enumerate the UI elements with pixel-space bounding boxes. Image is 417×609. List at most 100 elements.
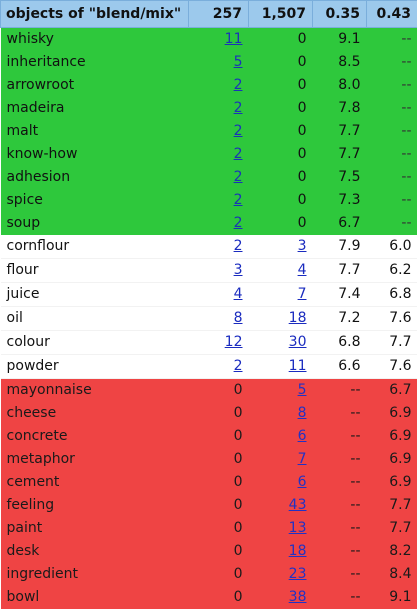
row-count-1-link[interactable]: 8 (234, 310, 243, 326)
row-count-2-value: 0 (298, 100, 307, 116)
row-count-1-link[interactable]: 2 (234, 358, 243, 374)
row-score-1: 6.8 (313, 331, 367, 355)
row-count-2-cell: 18 (249, 307, 313, 331)
row-count-2-link[interactable]: 43 (289, 497, 307, 513)
row-count-1-link[interactable]: 5 (234, 54, 243, 70)
row-score-1: -- (313, 540, 367, 563)
row-word: mayonnaise (1, 379, 189, 403)
row-score-2: 6.9 (367, 425, 417, 448)
row-count-2-link[interactable]: 8 (298, 405, 307, 421)
row-score-1: 8.5 (313, 51, 367, 74)
row-score-1: 7.7 (313, 143, 367, 166)
row-word: paint (1, 517, 189, 540)
row-word: know-how (1, 143, 189, 166)
row-count-1-link[interactable]: 2 (234, 146, 243, 162)
row-count-2-cell: 0 (249, 166, 313, 189)
row-count-1-cell: 0 (189, 448, 249, 471)
row-count-1-cell: 8 (189, 307, 249, 331)
row-score-2: 7.7 (367, 517, 417, 540)
row-score-2: -- (367, 166, 417, 189)
row-word: whisky (1, 28, 189, 52)
row-count-2-link[interactable]: 5 (298, 382, 307, 398)
row-count-2-cell: 18 (249, 540, 313, 563)
row-count-2-cell: 0 (249, 189, 313, 212)
row-count-2-cell: 6 (249, 471, 313, 494)
row-count-1-link[interactable]: 2 (234, 215, 243, 231)
row-word: bowl (1, 586, 189, 609)
row-count-1-link[interactable]: 4 (234, 286, 243, 302)
row-count-2-link[interactable]: 6 (298, 428, 307, 444)
row-count-2-cell: 43 (249, 494, 313, 517)
row-word: cement (1, 471, 189, 494)
row-score-1: -- (313, 471, 367, 494)
row-count-1-link[interactable]: 11 (225, 31, 243, 47)
row-score-2: -- (367, 143, 417, 166)
row-count-1-link[interactable]: 3 (234, 262, 243, 278)
row-score-2: 6.2 (367, 259, 417, 283)
row-score-2: 9.1 (367, 586, 417, 609)
row-count-2-link[interactable]: 18 (289, 310, 307, 326)
row-count-1-cell: 2 (189, 212, 249, 235)
row-score-2: 6.8 (367, 283, 417, 307)
row-count-2-value: 0 (298, 31, 307, 47)
row-count-2-link[interactable]: 38 (289, 589, 307, 605)
row-count-1-cell: 2 (189, 189, 249, 212)
row-count-1-cell: 4 (189, 283, 249, 307)
row-score-1: 8.0 (313, 74, 367, 97)
row-count-2-link[interactable]: 4 (298, 262, 307, 278)
row-score-1: 7.5 (313, 166, 367, 189)
row-count-1-link[interactable]: 2 (234, 169, 243, 185)
row-word: metaphor (1, 448, 189, 471)
row-word: cheese (1, 402, 189, 425)
header-count-1: 257 (189, 1, 249, 28)
row-count-2-link[interactable]: 18 (289, 543, 307, 559)
row-score-2: 7.6 (367, 355, 417, 379)
row-count-1-value: 0 (234, 474, 243, 490)
row-count-2-cell: 8 (249, 402, 313, 425)
row-score-2: 6.9 (367, 448, 417, 471)
row-score-1: -- (313, 448, 367, 471)
row-score-1: -- (313, 379, 367, 403)
row-count-2-link[interactable]: 3 (298, 238, 307, 254)
row-count-2-link[interactable]: 30 (289, 334, 307, 350)
row-count-1-cell: 0 (189, 379, 249, 403)
row-count-2-cell: 38 (249, 586, 313, 609)
row-count-2-link[interactable]: 7 (298, 286, 307, 302)
row-word: arrowroot (1, 74, 189, 97)
row-word: juice (1, 283, 189, 307)
row-count-1-cell: 0 (189, 402, 249, 425)
row-score-2: -- (367, 28, 417, 52)
row-score-2: 7.6 (367, 307, 417, 331)
row-count-1-link[interactable]: 12 (225, 334, 243, 350)
row-count-2-link[interactable]: 11 (289, 358, 307, 374)
row-count-2-link[interactable]: 6 (298, 474, 307, 490)
row-count-1-link[interactable]: 2 (234, 238, 243, 254)
row-score-1: -- (313, 494, 367, 517)
row-count-2-value: 0 (298, 123, 307, 139)
row-count-2-link[interactable]: 7 (298, 451, 307, 467)
row-count-1-link[interactable]: 2 (234, 100, 243, 116)
row-score-2: -- (367, 74, 417, 97)
row-count-2-link[interactable]: 13 (289, 520, 307, 536)
row-count-2-cell: 0 (249, 74, 313, 97)
row-score-1: 7.8 (313, 97, 367, 120)
row-count-1-cell: 2 (189, 355, 249, 379)
row-count-2-link[interactable]: 23 (289, 566, 307, 582)
row-count-2-cell: 11 (249, 355, 313, 379)
row-word: cornflour (1, 235, 189, 259)
row-count-1-link[interactable]: 2 (234, 192, 243, 208)
header-count-2: 1,507 (249, 1, 313, 28)
row-count-1-link[interactable]: 2 (234, 77, 243, 93)
row-score-2: -- (367, 120, 417, 143)
row-word: malt (1, 120, 189, 143)
row-count-1-link[interactable]: 2 (234, 123, 243, 139)
